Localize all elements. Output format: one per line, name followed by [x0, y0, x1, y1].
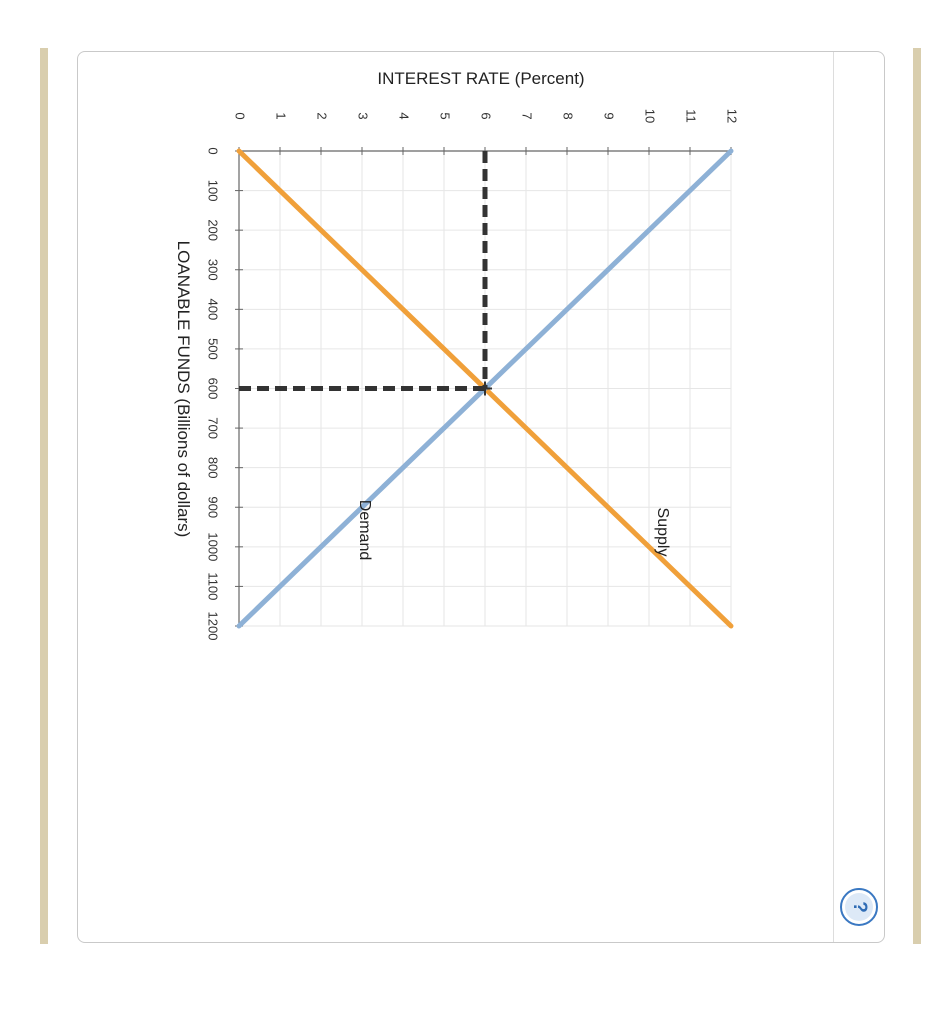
question-mark-icon: ?: [845, 893, 873, 921]
funds-tick-label-900: 900: [206, 496, 221, 518]
funds-tick-label-100: 100: [206, 180, 221, 202]
rate-tick-label-5: 5: [438, 112, 453, 119]
series-labels: Supply Demand: [356, 500, 671, 560]
funds-tick-label-0: 0: [206, 147, 221, 154]
funds-tick-label-1200: 1200: [206, 612, 221, 641]
funds-tick-label-500: 500: [206, 338, 221, 360]
rate-tick-label-8: 8: [561, 112, 576, 119]
left-accent-bar: [40, 48, 48, 944]
x-axis-title: LOANABLE FUNDS (Billions of dollars): [174, 241, 193, 538]
rate-tick-label-0: 0: [233, 112, 248, 119]
card-divider: [833, 52, 834, 942]
right-accent-bar: [913, 48, 921, 944]
rate-tick-label-6: 6: [479, 112, 494, 119]
y-axis-title: INTEREST RATE (Percent): [377, 69, 584, 88]
rate-tick-label-7: 7: [520, 112, 535, 119]
help-button[interactable]: ?: [840, 888, 878, 926]
rate-tick-label-12: 12: [725, 109, 740, 123]
demand-label: Demand: [356, 500, 373, 560]
rate-tick-label-2: 2: [315, 112, 330, 119]
tick-labels: 0 1 2 3 4 5 6 7 8 9 10 11 12010020030040050060070080…: [206, 109, 740, 641]
rate-tick-label-1: 1: [274, 112, 289, 119]
rate-tick-label-4: 4: [397, 112, 412, 119]
rate-tick-label-3: 3: [356, 112, 371, 119]
funds-tick-label-300: 300: [206, 259, 221, 281]
funds-tick-label-600: 600: [206, 378, 221, 400]
rate-tick-label-11: 11: [684, 109, 699, 123]
funds-tick-label-1100: 1100: [206, 572, 221, 600]
funds-tick-label-800: 800: [206, 457, 221, 479]
funds-tick-label-200: 200: [206, 219, 221, 241]
equilibrium-markers: [239, 151, 492, 396]
funds-tick-label-1000: 1000: [206, 532, 221, 561]
funds-tick-label-400: 400: [206, 298, 221, 320]
supply-label: Supply: [654, 508, 671, 557]
help-button-label: ?: [848, 901, 870, 913]
rate-tick-label-10: 10: [643, 109, 658, 123]
funds-tick-label-700: 700: [206, 417, 221, 439]
graph-card: [77, 51, 885, 943]
rate-tick-label-9: 9: [602, 112, 617, 119]
